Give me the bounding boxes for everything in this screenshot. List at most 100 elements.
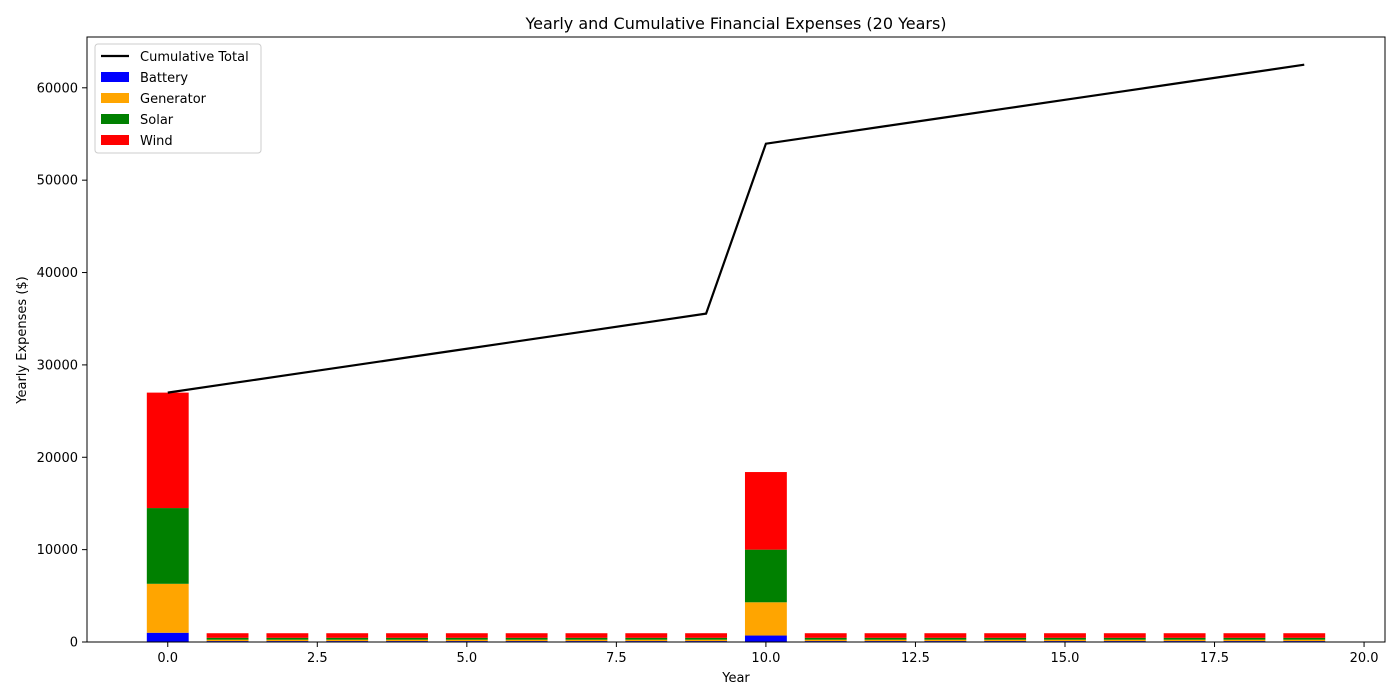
x-tick-label: 12.5 [901,651,930,666]
bar-generator-12 [864,639,907,642]
bar-generator-15 [1044,639,1086,642]
bar-generator-1 [206,639,249,642]
bar-solar-18 [1223,637,1266,640]
bar-solar-7 [565,637,608,640]
bar-wind-0 [146,392,189,509]
x-tick-label: 20.0 [1350,651,1379,666]
bar-generator-4 [386,639,428,642]
bar-wind-7 [565,633,608,638]
bar-solar-17 [1163,637,1206,640]
bar-generator-19 [1283,639,1326,642]
bar-solar-9 [685,637,728,640]
plot-area [87,37,1385,642]
bar-generator-18 [1223,639,1266,642]
bar-solar-16 [1103,637,1146,640]
legend-label-wind: Wind [140,134,173,149]
bar-generator-5 [445,639,488,642]
bar-generator-13 [924,639,967,642]
bar-generator-10 [744,602,787,636]
x-tick-label: 17.5 [1200,651,1229,666]
bar-solar-12 [864,637,907,640]
bar-generator-16 [1103,639,1146,642]
bar-generator-8 [625,639,668,642]
y-axis-label: Yearly Expenses ($) [15,276,30,404]
bar-generator-9 [685,639,728,642]
x-tick-label: 5.0 [456,651,477,666]
bar-wind-8 [625,633,668,638]
bar-wind-4 [386,633,428,638]
chart-title: Yearly and Cumulative Financial Expenses… [524,14,946,33]
bar-wind-15 [1044,633,1086,638]
bar-wind-16 [1103,633,1146,638]
bar-solar-1 [206,637,249,640]
legend-label-generator: Generator [140,92,207,107]
bar-wind-17 [1163,633,1206,638]
bar-battery-0 [146,632,189,642]
bar-generator-14 [984,639,1027,642]
legend-label-cumulative-total: Cumulative Total [140,50,249,65]
y-tick-label: 60000 [37,81,78,96]
bar-generator-17 [1163,639,1206,642]
bar-solar-0 [146,508,189,584]
x-tick-label: 2.5 [307,651,328,666]
bars-layer [146,392,1326,642]
bar-generator-3 [326,639,369,642]
bar-wind-11 [804,633,847,638]
bar-wind-18 [1223,633,1266,638]
bar-wind-9 [685,633,728,638]
legend-box [94,43,262,154]
bar-wind-5 [445,633,488,638]
bar-wind-6 [505,633,548,638]
legend-swatch-generator [101,93,129,103]
bar-wind-12 [864,633,907,638]
bar-battery-10 [744,635,787,642]
bar-wind-2 [266,633,309,638]
bar-wind-3 [326,633,369,638]
bar-solar-19 [1283,637,1326,640]
bar-generator-11 [804,639,847,642]
bar-solar-2 [266,637,309,640]
bar-generator-6 [505,639,548,642]
y-tick-label: 20000 [37,451,78,466]
y-tick-label: 10000 [37,543,78,558]
bar-solar-15 [1044,637,1086,640]
bar-solar-8 [625,637,668,640]
legend-label-solar: Solar [140,113,174,128]
cumulative-total-line [167,63,1305,394]
bar-wind-19 [1283,633,1326,638]
bar-solar-14 [984,637,1027,640]
bar-wind-13 [924,633,967,638]
bar-generator-2 [266,639,309,642]
x-tick-label: 0.0 [157,651,178,666]
cumulative-line-layer [167,63,1305,394]
bar-solar-3 [326,637,369,640]
y-tick-label: 0 [70,636,78,651]
x-tick-label: 15.0 [1051,651,1080,666]
bar-wind-10 [744,472,787,550]
x-tick-label: 7.5 [606,651,627,666]
bar-solar-11 [804,637,847,640]
y-axis: 0 10000 20000 30000 40000 50000 60000 [37,81,87,651]
x-axis-label: Year [721,671,750,686]
legend: Cumulative Total Battery Generator Solar Win… [94,43,262,154]
plot-frame [86,36,1386,643]
legend-swatch-wind [101,135,129,145]
bar-wind-14 [984,633,1027,638]
legend-swatch-battery [101,72,129,82]
bar-solar-10 [744,549,787,603]
x-tick-label: 10.0 [751,651,780,666]
bar-solar-5 [445,637,488,640]
bar-solar-6 [505,637,548,640]
bar-generator-0 [146,583,189,633]
bar-generator-7 [565,639,608,642]
y-tick-label: 30000 [37,358,78,373]
y-tick-label: 40000 [37,266,78,281]
bar-solar-4 [386,637,428,640]
legend-swatch-solar [101,114,129,124]
x-axis: 0.0 2.5 5.0 7.5 10.0 12.5 15.0 17.5 20.0 [157,642,1379,666]
y-tick-label: 50000 [37,174,78,189]
legend-label-battery: Battery [140,71,188,86]
bar-solar-13 [924,637,967,640]
bar-wind-1 [206,633,249,638]
